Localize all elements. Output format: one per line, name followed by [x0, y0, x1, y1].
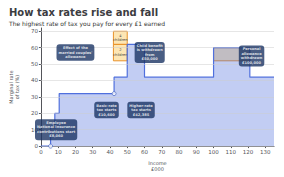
svg-text:£50,000: £50,000: [141, 57, 158, 61]
svg-text:children: children: [113, 38, 127, 42]
svg-text:Child benefit: Child benefit: [137, 44, 163, 48]
svg-text:tax starts: tax starts: [97, 108, 117, 112]
svg-text:Higher-rate: Higher-rate: [129, 104, 153, 108]
svg-text:tax starts: tax starts: [131, 108, 151, 112]
svg-text:20: 20: [72, 149, 79, 155]
svg-text:£10,600: £10,600: [98, 113, 115, 117]
svg-text:50: 50: [124, 149, 131, 155]
svg-text:50: 50: [31, 61, 38, 67]
svg-text:10: 10: [55, 149, 62, 155]
svg-text:40: 40: [106, 149, 113, 155]
svg-text:Employee: Employee: [46, 121, 66, 125]
svg-text:allowance: allowance: [65, 55, 86, 59]
svg-text:100: 100: [208, 149, 219, 155]
svg-text:from: from: [145, 53, 155, 57]
svg-text:60: 60: [141, 149, 148, 155]
svg-text:Basic-rate: Basic-rate: [96, 104, 117, 108]
svg-text:£000: £000: [151, 166, 164, 172]
svg-text:70: 70: [158, 149, 165, 155]
svg-text:0: 0: [39, 149, 43, 155]
svg-text:£8,060: £8,060: [49, 134, 63, 138]
svg-text:National Insurance: National Insurance: [37, 125, 76, 129]
svg-text:£42,385: £42,385: [133, 113, 150, 117]
svg-text:60: 60: [31, 45, 38, 51]
svg-text:is withdrawn: is withdrawn: [137, 48, 164, 52]
svg-text:30: 30: [31, 94, 38, 100]
svg-text:4: 4: [119, 34, 122, 38]
svg-text:Income: Income: [148, 160, 167, 166]
svg-text:£100,000: £100,000: [242, 61, 261, 65]
svg-text:110: 110: [226, 149, 237, 155]
svg-text:40: 40: [31, 77, 38, 83]
svg-text:Effect of the: Effect of the: [63, 46, 88, 50]
svg-text:20: 20: [31, 110, 38, 116]
svg-text:of tax (%): of tax (%): [14, 75, 20, 100]
svg-text:90: 90: [193, 149, 200, 155]
svg-text:0: 0: [34, 143, 38, 149]
svg-text:allowance: allowance: [241, 52, 262, 56]
svg-text:How tax rates rise and fall: How tax rates rise and fall: [9, 7, 158, 18]
svg-text:married couples': married couples': [59, 51, 93, 55]
svg-text:130: 130: [260, 149, 271, 155]
svg-text:10: 10: [30, 126, 38, 133]
svg-text:120: 120: [243, 149, 254, 155]
svg-text:withdrawn: withdrawn: [241, 56, 263, 60]
svg-text:contributions start: contributions start: [37, 130, 75, 134]
svg-text:children: children: [113, 53, 127, 57]
svg-text:2: 2: [119, 48, 121, 52]
svg-text:30: 30: [89, 149, 96, 155]
svg-text:Marginal rate: Marginal rate: [8, 70, 14, 104]
svg-text:80: 80: [176, 149, 183, 155]
svg-text:70: 70: [31, 28, 38, 34]
svg-text:The highest rate of tax you pa: The highest rate of tax you pay for ever…: [8, 20, 165, 28]
svg-text:Personal: Personal: [243, 47, 261, 51]
